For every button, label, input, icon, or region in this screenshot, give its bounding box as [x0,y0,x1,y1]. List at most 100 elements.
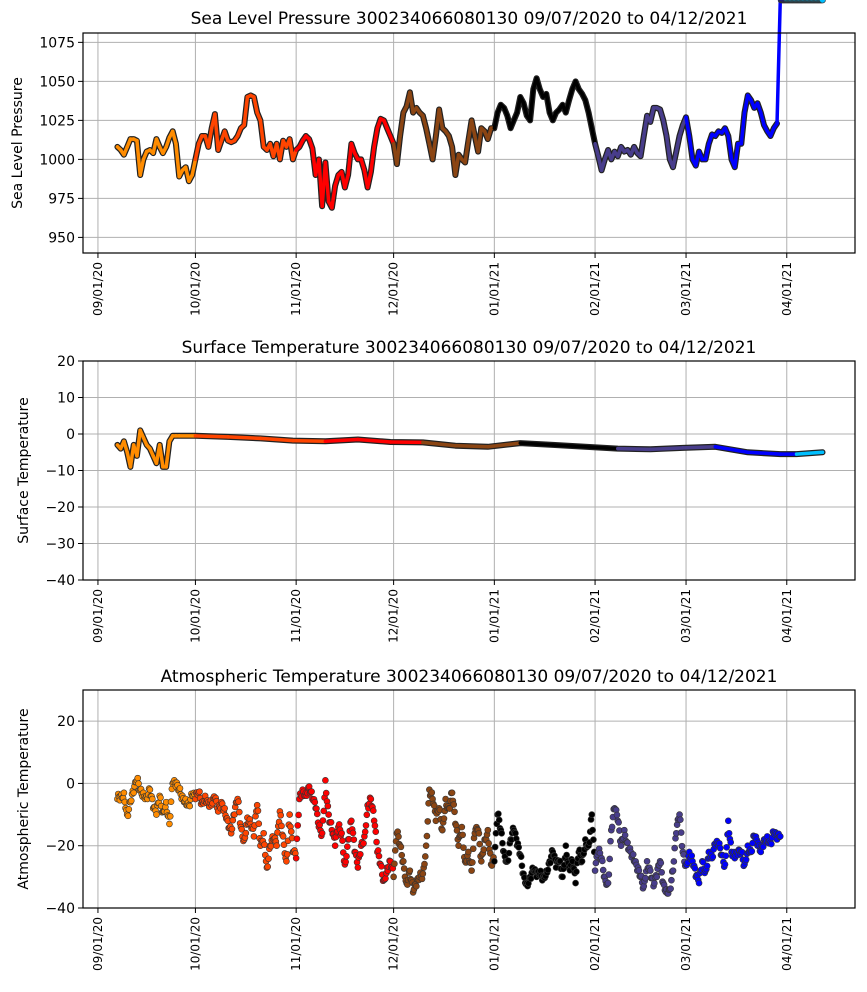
series-segment [447,134,454,149]
data-point [495,816,503,824]
data-point [206,145,211,149]
data-point [724,817,732,825]
atmospheric-temperature-panel: −40 −20 0 20 09/01/20 10/01/20 11/01/20 12/01/2… [16,0,856,971]
data-point [128,137,133,141]
data-point [346,173,350,177]
data-point [388,134,392,138]
data-point [343,853,350,860]
data-point [115,443,120,447]
data-point [423,832,431,840]
data-point [293,835,301,843]
data-point [297,145,301,149]
data-point [518,441,522,445]
data-point [151,454,155,458]
data-point [512,830,519,837]
data-point [327,819,335,826]
series-segment [206,126,214,149]
data-point [572,879,579,887]
series-segment [170,129,178,146]
data-point [164,465,168,469]
data-point [446,805,453,812]
series-segment [677,123,685,138]
data-point [508,126,513,130]
data-point [482,129,487,133]
data-point [122,439,126,443]
data-point [395,833,402,840]
data-point [473,134,477,138]
data-point [521,101,526,105]
data-point [606,148,610,152]
data-point [772,126,776,130]
data-point [655,106,659,110]
data-point [391,860,398,868]
data-point [651,879,658,887]
series-segment [164,439,172,469]
data-point [486,445,490,449]
data-point [528,118,532,122]
x-tick-label: 02/01/21 [588,589,602,643]
data-point [742,110,747,115]
y-tick-label: 950 [48,230,75,246]
data-point [599,866,607,874]
series-segment [424,126,432,146]
series-segment [564,98,571,115]
series-segment [775,0,783,126]
data-point [239,126,243,130]
data-point [681,446,685,450]
x-tick-label: 09/01/20 [91,917,105,971]
series-segment [323,437,360,444]
data-point [476,149,480,154]
data-point [573,868,580,876]
data-point [710,132,714,137]
y-tick-label: −40 [45,901,75,917]
data-point [153,811,160,818]
series-segment [193,434,230,439]
data-point [115,145,120,149]
data-point [457,153,461,157]
data-point [124,812,132,820]
data-point [319,817,327,824]
data-point [424,126,428,130]
series-segment [242,95,250,127]
data-point [398,134,402,138]
data-point [671,844,678,852]
data-point [515,110,519,115]
data-point [284,145,288,149]
x-tick-label: 12/01/20 [387,262,401,316]
data-point [343,185,347,190]
data-point [643,857,651,865]
data-point [374,847,382,854]
data-point [236,134,240,138]
data-point [378,862,385,870]
data-point [603,157,607,161]
data-point [733,165,737,169]
data-point [720,131,724,135]
x-tick-label: 10/01/20 [188,589,202,643]
data-point [505,849,513,857]
data-point [255,820,263,828]
data-point [622,149,626,154]
data-point [395,162,399,166]
data-point [691,865,699,872]
data-point [504,857,512,864]
data-point [612,149,617,154]
data-point [690,157,695,161]
data-point [255,110,259,115]
series-segment [648,446,685,452]
series-segment [369,145,376,174]
data-point [749,98,753,102]
data-point [608,823,616,831]
data-point [606,855,613,863]
data-point [408,90,412,94]
data-point [517,853,525,861]
data-point [694,164,698,168]
data-point [562,842,570,850]
series-segment [551,443,588,449]
data-point [716,129,721,133]
data-point [161,151,165,155]
series-segment [135,428,142,458]
data-point [186,802,194,810]
series-segment [346,142,354,177]
data-point [586,110,591,115]
series-segment [122,439,129,454]
